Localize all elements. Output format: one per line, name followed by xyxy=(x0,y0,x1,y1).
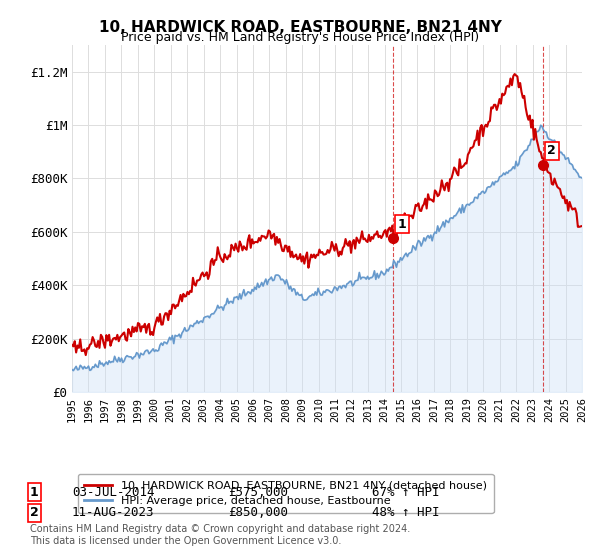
Text: £575,000: £575,000 xyxy=(228,486,288,498)
Text: 1: 1 xyxy=(30,486,39,498)
Text: Price paid vs. HM Land Registry's House Price Index (HPI): Price paid vs. HM Land Registry's House … xyxy=(121,31,479,44)
Text: 10, HARDWICK ROAD, EASTBOURNE, BN21 4NY: 10, HARDWICK ROAD, EASTBOURNE, BN21 4NY xyxy=(98,20,502,35)
Text: 2: 2 xyxy=(547,144,556,157)
Text: 48% ↑ HPI: 48% ↑ HPI xyxy=(372,506,439,519)
Text: 1: 1 xyxy=(398,218,406,231)
Text: 67% ↑ HPI: 67% ↑ HPI xyxy=(372,486,439,498)
Text: £850,000: £850,000 xyxy=(228,506,288,519)
Text: 11-AUG-2023: 11-AUG-2023 xyxy=(72,506,155,519)
Text: Contains HM Land Registry data © Crown copyright and database right 2024.
This d: Contains HM Land Registry data © Crown c… xyxy=(30,524,410,546)
Text: 03-JUL-2014: 03-JUL-2014 xyxy=(72,486,155,498)
Legend: 10, HARDWICK ROAD, EASTBOURNE, BN21 4NY (detached house), HPI: Average price, de: 10, HARDWICK ROAD, EASTBOURNE, BN21 4NY … xyxy=(77,474,494,513)
Text: 2: 2 xyxy=(30,506,39,519)
